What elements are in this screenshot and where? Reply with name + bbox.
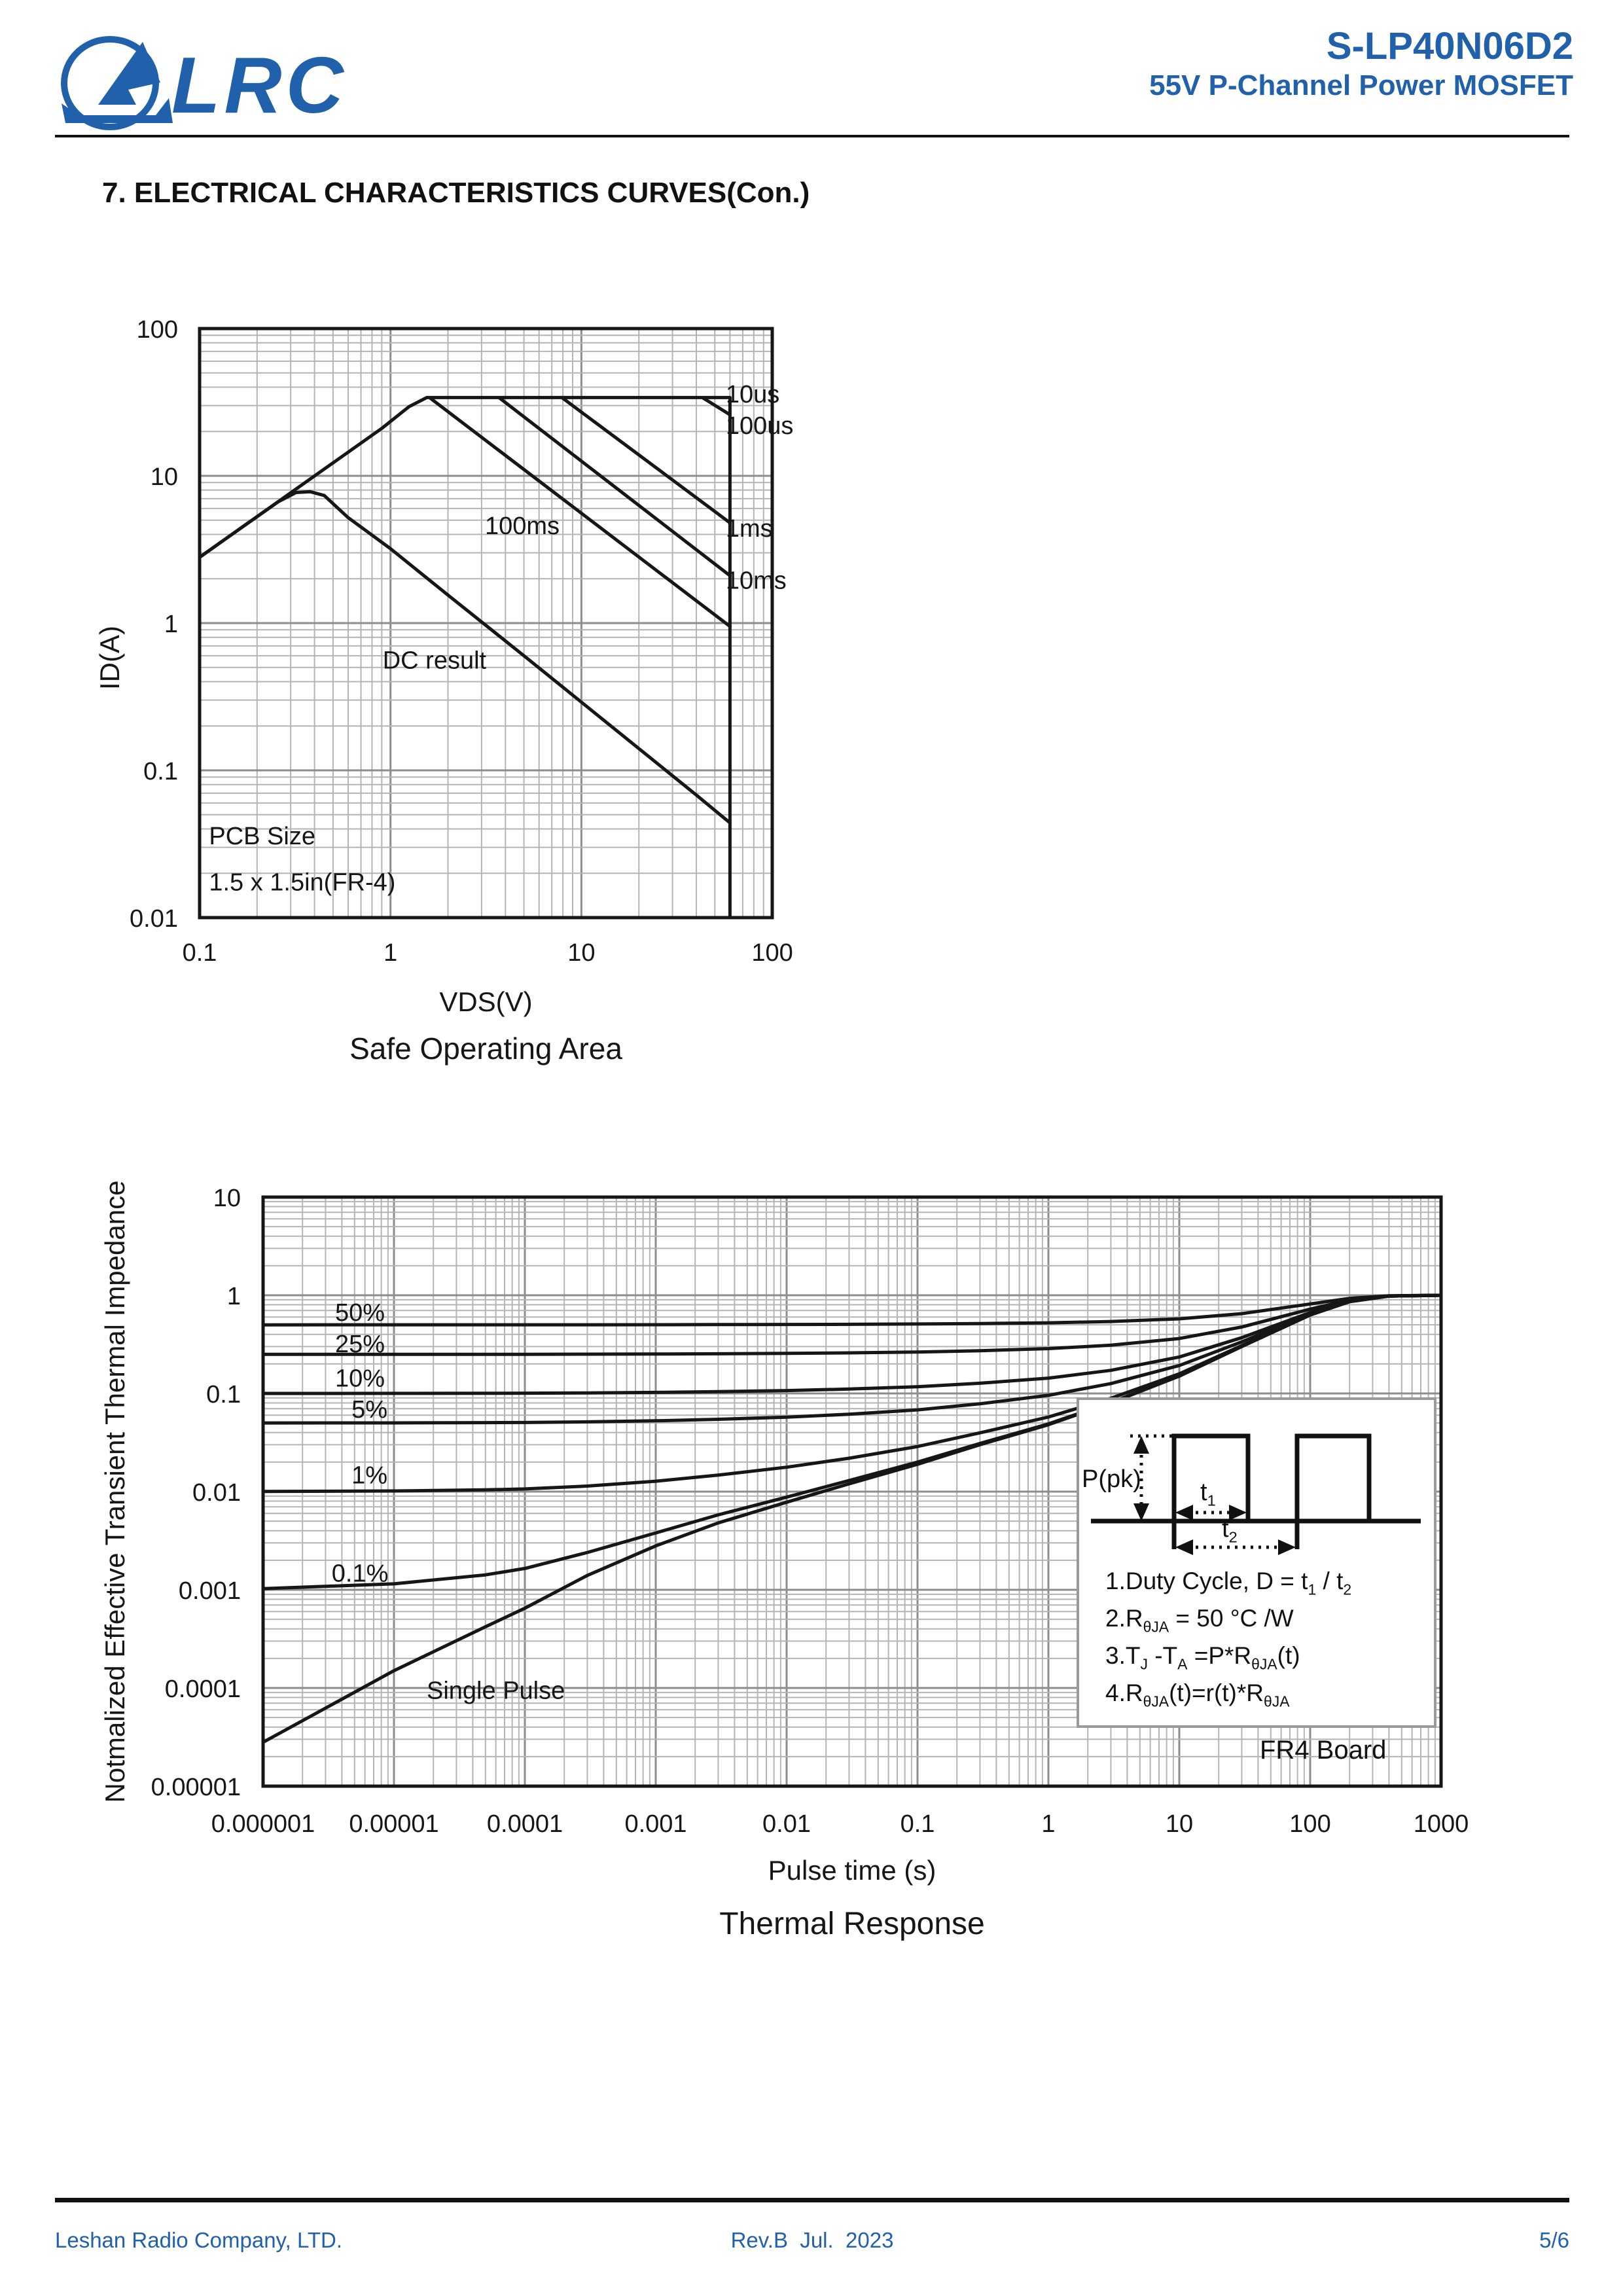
soa-frame — [198, 327, 774, 920]
section-title: 7. ELECTRICAL CHARACTERISTICS CURVES(Con… — [102, 177, 810, 209]
thermal-x-tick-0: 0.000001 — [211, 1810, 315, 1838]
thermal-curves — [261, 1293, 1443, 1744]
thermal-label-5-: 5% — [351, 1396, 387, 1424]
soa-label-10ms: 10ms — [726, 567, 787, 595]
thermal-x-tick-5: 0.1 — [901, 1810, 935, 1838]
thermal-label-25-: 25% — [335, 1331, 385, 1358]
lrc-logo-text: LRC — [171, 41, 348, 130]
header-rule — [55, 135, 1569, 137]
lrc-logo: LRC — [61, 36, 348, 130]
soa-x-tick-1: 1 — [383, 939, 397, 967]
thermal-y-tick-3: 0.01 — [192, 1479, 241, 1507]
thermal-x-tick-6: 1 — [1041, 1810, 1055, 1838]
note-rtheta-ja: 2.RθJA = 50 °C /W — [1105, 1605, 1294, 1636]
soa-y-tick-0: 100 — [137, 316, 178, 344]
thermal-y-tick-5: 0.0001 — [165, 1676, 241, 1703]
footer-company: Leshan Radio Company, LTD. — [55, 2228, 343, 2252]
thermal-label-0-1-: 0.1% — [332, 1560, 389, 1587]
soa-label-dc-result: DC result — [383, 647, 487, 675]
soa-annotation-0: PCB Size — [209, 823, 315, 850]
footer-revision: Rev.B Jul. 2023 — [730, 2228, 894, 2252]
inset-notes: 1.Duty Cycle, D = t1 / t2 2.RθJA = 50 °C… — [1079, 1561, 1434, 1713]
pulse-one — [1171, 1433, 1251, 1549]
part-number: S-LP40N06D2 — [1326, 25, 1573, 67]
thermal-y-tick-2: 0.1 — [206, 1381, 241, 1408]
thermal-x-tick-1: 0.00001 — [349, 1810, 438, 1838]
footer-page: 5/6 — [1539, 2228, 1569, 2252]
fr4-board-label: FR4 Board — [1260, 1736, 1387, 1765]
thermal-y-axis-title: Notmalized Effective Transient Thermal I… — [99, 1181, 130, 1803]
t1-label: t1 — [1200, 1479, 1216, 1509]
thermal-y-tick-1: 1 — [227, 1283, 241, 1310]
soa-curve-1ms — [560, 395, 732, 525]
soa-label-100us: 100us — [726, 412, 794, 440]
soa-y-tick-2: 1 — [164, 611, 178, 638]
thermal-x-tick-2: 0.0001 — [487, 1810, 563, 1838]
soa-x-tick-0: 0.1 — [183, 939, 217, 967]
thermal-label-single-pulse: Single Pulse — [427, 1677, 565, 1704]
arrowheads — [1133, 1436, 1296, 1555]
thermal-curve-25- — [261, 1293, 1443, 1356]
thermal-title: Thermal Response — [719, 1907, 985, 1941]
t2-label: t2 — [1222, 1515, 1238, 1546]
lrc-logo-emblem-hull — [62, 98, 173, 123]
thermal-x-tick-8: 100 — [1289, 1810, 1330, 1838]
header-title-block: S-LP40N06D2 55V P-Channel Power MOSFET — [1149, 25, 1573, 103]
t-arrow-shafts — [1188, 1511, 1283, 1549]
soa-curve-dc-result — [198, 490, 732, 825]
note-rtheta-t: 4.RθJA(t)=r(t)*RθJA — [1105, 1679, 1290, 1710]
soa-title: Safe Operating Area — [349, 1031, 622, 1066]
soa-annotation-1: 1.5 x 1.5in(FR-4) — [209, 869, 395, 896]
soa-label-100ms: 100ms — [485, 512, 560, 540]
thermal-x-tick-7: 10 — [1166, 1810, 1193, 1838]
thermal-x-axis-title: Pulse time (s) — [768, 1855, 936, 1886]
footer-rule — [55, 2198, 1569, 2202]
thermal-curve-50- — [261, 1293, 1443, 1327]
soa-curve-10ms — [497, 395, 732, 577]
pulse-two — [1294, 1433, 1372, 1549]
soa-y-tick-3: 0.1 — [143, 758, 178, 785]
note-tj-ta: 3.TJ -TA =P*RθJA(t) — [1105, 1642, 1300, 1673]
thermal-label-50-: 50% — [335, 1299, 385, 1327]
thermal-label-1-: 1% — [351, 1462, 387, 1489]
note-duty-cycle: 1.Duty Cycle, D = t1 / t2 — [1105, 1568, 1352, 1598]
thermal-inset-box: P(pk) t1 t2 1.Duty Cycle, D = t1 / t2 2.… — [1077, 1397, 1436, 1728]
soa-x-axis-title: VDS(V) — [439, 986, 532, 1017]
soa-x-tick-3: 100 — [751, 939, 793, 967]
soa-y-tick-1: 10 — [151, 463, 178, 491]
thermal-label-10-: 10% — [335, 1365, 385, 1393]
pulse-diagram: P(pk) t1 t2 — [1079, 1400, 1433, 1561]
lrc-logo-emblem-sail — [98, 42, 160, 105]
soa-curve-100us — [700, 395, 732, 417]
soa-label-10us: 10us — [726, 381, 779, 408]
ppk-label: P(pk) — [1082, 1465, 1141, 1493]
soa-curves — [198, 395, 732, 920]
thermal-y-tick-4: 0.001 — [179, 1577, 241, 1605]
soa-y-tick-4: 0.01 — [130, 905, 178, 933]
thermal-x-tick-9: 1000 — [1414, 1810, 1469, 1838]
soa-x-tick-2: 10 — [567, 939, 595, 967]
thermal-x-tick-3: 0.001 — [624, 1810, 687, 1838]
soa-curve-10us — [198, 395, 732, 920]
thermal-curve-single-pulse — [261, 1293, 1443, 1744]
soa-label-1ms: 1ms — [726, 515, 773, 543]
soa-y-axis-title: ID(A) — [94, 626, 125, 690]
thermal-x-tick-4: 0.01 — [762, 1810, 811, 1838]
thermal-y-tick-0: 10 — [213, 1185, 241, 1212]
soa-curve-100ms — [427, 395, 732, 628]
thermal-y-tick-6: 0.00001 — [151, 1774, 241, 1801]
part-subtitle: 55V P-Channel Power MOSFET — [1149, 69, 1573, 101]
pulse-waveform — [1091, 1433, 1421, 1555]
